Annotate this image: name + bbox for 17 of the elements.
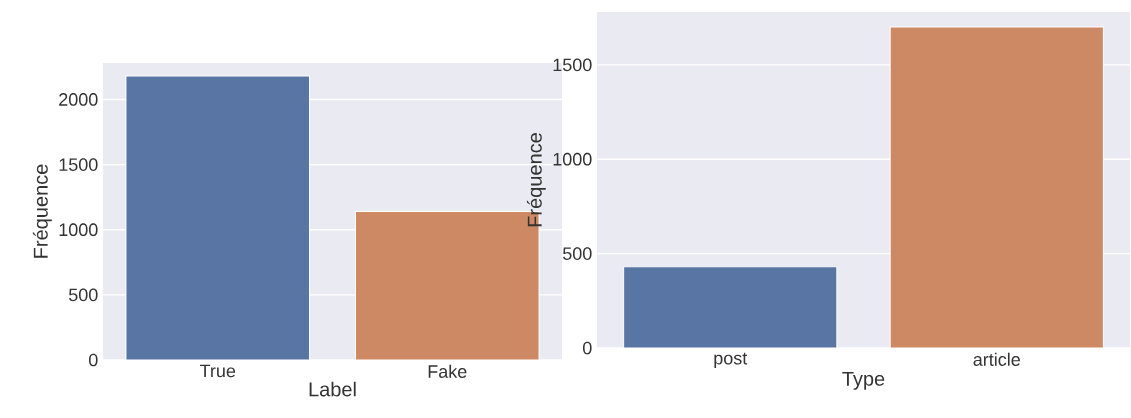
x-tick-label: article: [973, 352, 1020, 366]
x-tick-label: True: [199, 364, 236, 378]
y-tick-label: 1500: [553, 58, 592, 72]
y-tick-label: 1000: [553, 152, 592, 166]
y-tick-label: 2000: [59, 93, 98, 106]
y-tick-label: 0: [583, 341, 592, 355]
y-tick-label: 500: [562, 247, 592, 260]
y-tick-label: 1000: [59, 223, 98, 237]
y-tick-label: 1500: [59, 158, 98, 171]
x-axis-title: Label: [309, 381, 356, 397]
y-axis-title: Fréquence: [32, 164, 52, 258]
x-tick-label: post: [714, 352, 748, 369]
x-tick-label: Fake: [428, 364, 467, 378]
y-tick-label: 0: [88, 353, 98, 367]
y-axis-title: Fréquence: [526, 133, 546, 227]
x-axis-title: Type: [842, 371, 885, 390]
y-tick-label: 500: [68, 288, 98, 302]
